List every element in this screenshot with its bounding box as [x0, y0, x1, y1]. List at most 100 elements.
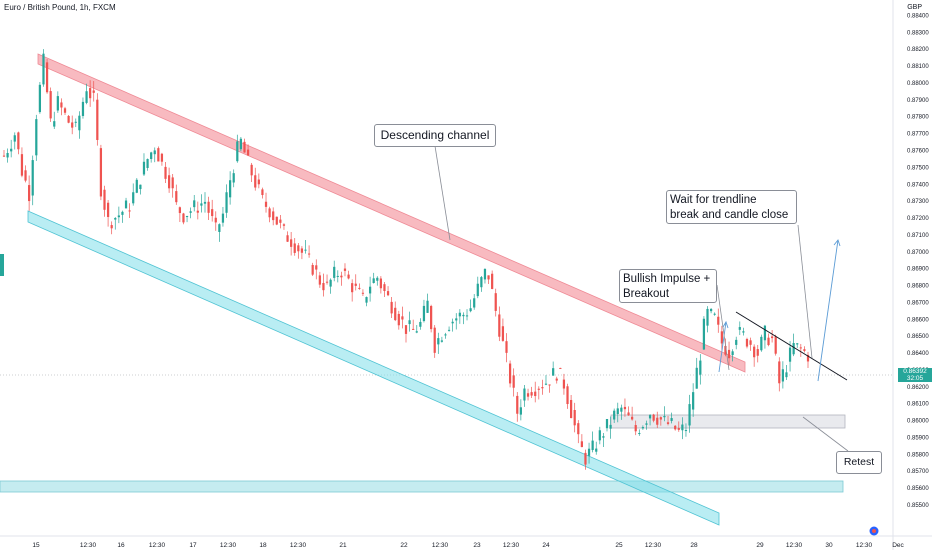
- y-tick-label: 0.86200: [907, 385, 929, 391]
- candle-body: [566, 386, 569, 405]
- candle-body: [372, 278, 375, 284]
- candle-body: [103, 189, 106, 210]
- candle-body: [307, 253, 311, 255]
- y-tick-label: 0.86000: [907, 419, 929, 425]
- candle-body: [333, 266, 336, 278]
- candle-body: [261, 189, 264, 196]
- candle-body: [150, 152, 153, 160]
- x-tick-label: 24: [542, 542, 550, 549]
- projection-arrowhead: [833, 239, 841, 247]
- y-tick-label: 0.86900: [907, 267, 929, 273]
- candle-body: [78, 115, 81, 131]
- candle-body: [699, 360, 702, 375]
- y-tick-label: 0.87900: [907, 98, 929, 104]
- candle-body: [401, 316, 404, 320]
- y-tick-label: 0.87800: [907, 115, 929, 121]
- annotation-impulse-line2: Breakout: [623, 288, 670, 300]
- candle-body: [246, 149, 250, 156]
- candle-body: [379, 278, 382, 289]
- candle-body: [720, 331, 723, 344]
- annotation-trendline-line2: break and candle close: [670, 209, 789, 221]
- candle-body: [803, 349, 806, 351]
- retest-callout-pointer: [802, 416, 849, 452]
- candle-body: [218, 224, 221, 232]
- projection-arrow: [817, 239, 839, 382]
- symbol-title[interactable]: Euro / British Pound, 1h, FXCM: [4, 3, 116, 12]
- candle-body: [318, 275, 321, 285]
- candle-body: [788, 347, 792, 362]
- candle-body: [304, 249, 307, 251]
- candle-body: [595, 448, 598, 452]
- candle-body: [713, 313, 716, 315]
- candle-body: [408, 320, 411, 325]
- candle-body: [523, 388, 526, 401]
- annotation-descending-channel[interactable]: Descending channel: [374, 124, 496, 147]
- candle-body: [440, 340, 444, 342]
- candle-body: [225, 192, 228, 213]
- candle-body: [10, 148, 13, 152]
- x-tick-label: 28: [690, 542, 698, 549]
- candle-body: [663, 415, 666, 418]
- candle-body: [498, 314, 501, 337]
- candle-body: [164, 166, 167, 179]
- candle-body: [300, 248, 304, 253]
- candle-body: [60, 102, 63, 108]
- x-tick-label: 12:30: [645, 542, 662, 549]
- candle-body: [153, 150, 156, 155]
- candle-body: [167, 175, 171, 189]
- candle-body: [569, 399, 573, 419]
- candle-body: [641, 427, 645, 429]
- candle-body: [437, 338, 440, 345]
- y-tick-label: 0.85900: [907, 435, 929, 441]
- candle-body: [56, 96, 59, 111]
- candle-body: [178, 207, 181, 214]
- x-tick-label: 12:30: [220, 542, 237, 549]
- candle-body: [146, 159, 149, 168]
- y-tick-label: 0.87600: [907, 148, 929, 154]
- candle-body: [559, 367, 562, 369]
- candle-body: [422, 305, 426, 322]
- candle-body: [415, 331, 418, 333]
- y-tick-label: 0.87700: [907, 132, 929, 138]
- candle-body: [555, 378, 558, 381]
- candle-body: [114, 217, 117, 220]
- candle-body: [444, 334, 447, 336]
- y-tick-label: 0.85600: [907, 486, 929, 492]
- x-tick-label: 15: [32, 542, 40, 549]
- candle-body: [681, 424, 684, 431]
- candle-body: [465, 315, 469, 317]
- candle-body: [512, 375, 515, 388]
- candle-body: [383, 284, 386, 292]
- candle-body: [573, 409, 576, 426]
- y-tick-label: 0.87400: [907, 182, 929, 188]
- x-tick-label: Dec: [892, 542, 904, 549]
- annotation-trendline-break[interactable]: Wait for trendline break and candle clos…: [666, 190, 797, 224]
- y-tick-label: 0.86500: [907, 334, 929, 340]
- candle-body: [124, 200, 128, 209]
- annotation-retest[interactable]: Retest: [836, 451, 882, 474]
- candle-body: [397, 313, 400, 326]
- x-tick-label: 29: [756, 542, 764, 549]
- candle-body: [85, 91, 88, 103]
- annotation-bullish-impulse[interactable]: Bullish Impulse + Breakout: [619, 269, 717, 303]
- impulse-arrow: [718, 321, 727, 373]
- candle-body: [236, 141, 239, 162]
- x-tick-label: 12:30: [856, 542, 873, 549]
- x-tick-label: 12:30: [503, 542, 520, 549]
- candle-body: [390, 301, 393, 314]
- candle-body: [544, 383, 548, 385]
- left-edge-marker: [0, 254, 4, 276]
- candle-body: [74, 121, 77, 123]
- y-tick-label: 0.87500: [907, 165, 929, 171]
- y-tick-label: 0.88300: [907, 30, 929, 36]
- candle-body: [279, 219, 282, 223]
- y-tick-label: 0.85800: [907, 452, 929, 458]
- candle-body: [530, 392, 533, 396]
- x-tick-label: 18: [259, 542, 267, 549]
- candle-body: [458, 312, 461, 317]
- candle-body: [537, 388, 540, 390]
- y-tick-label: 0.87300: [907, 199, 929, 205]
- candle-body: [426, 300, 429, 313]
- candle-body: [666, 422, 670, 424]
